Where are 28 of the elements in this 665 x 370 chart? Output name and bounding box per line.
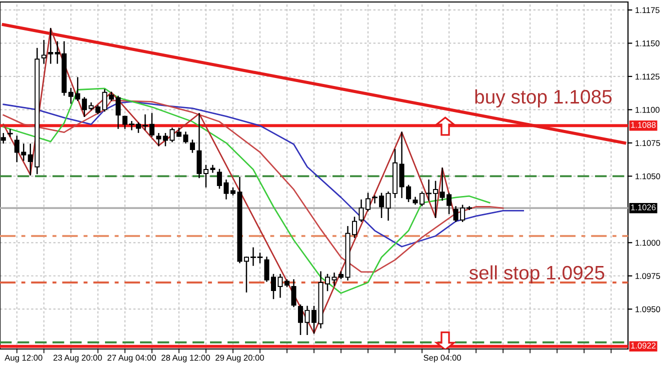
candlestick [41,40,46,64]
candlestick [264,256,270,282]
y-tick-label: 1.1150 [636,40,660,46]
ref-line-label: 1.1088 [631,122,656,128]
x-tick-label: 23 Aug 20:00 [54,354,102,362]
y-tick-label: 1.1000 [636,240,660,246]
x-tick-label: Aug 12:00 [4,354,42,362]
x-tick-label: 29 Aug 20:00 [216,354,264,362]
candlestick [291,279,296,308]
y-tick-label: 1.0950 [636,306,660,312]
y-tick-label: 1.1050 [636,173,660,180]
ref-line-label: 1.1026 [631,204,656,210]
candlestick [156,132,162,146]
y-tick-label: 1.1100 [636,106,660,113]
y-tick-label: 1.1125 [636,74,660,80]
candlestick [196,113,202,178]
ref-line-label: 1.0922 [631,342,656,349]
annotation: buy stop 1.1085 [475,89,612,108]
candlestick [7,129,13,137]
y-tick-label: 1.1075 [636,140,660,146]
x-tick-label: 28 Aug 12:00 [162,354,210,362]
y-tick-label: 1.1175 [636,7,660,14]
x-tick-label: 27 Aug 04:00 [108,354,156,362]
y-tick-label: 1.0975 [636,273,660,279]
candlestick [48,28,54,64]
annotation: sell stop 1.0925 [469,265,604,284]
x-tick-label: Sep 04:00 [424,354,461,362]
candlestick [190,140,195,153]
